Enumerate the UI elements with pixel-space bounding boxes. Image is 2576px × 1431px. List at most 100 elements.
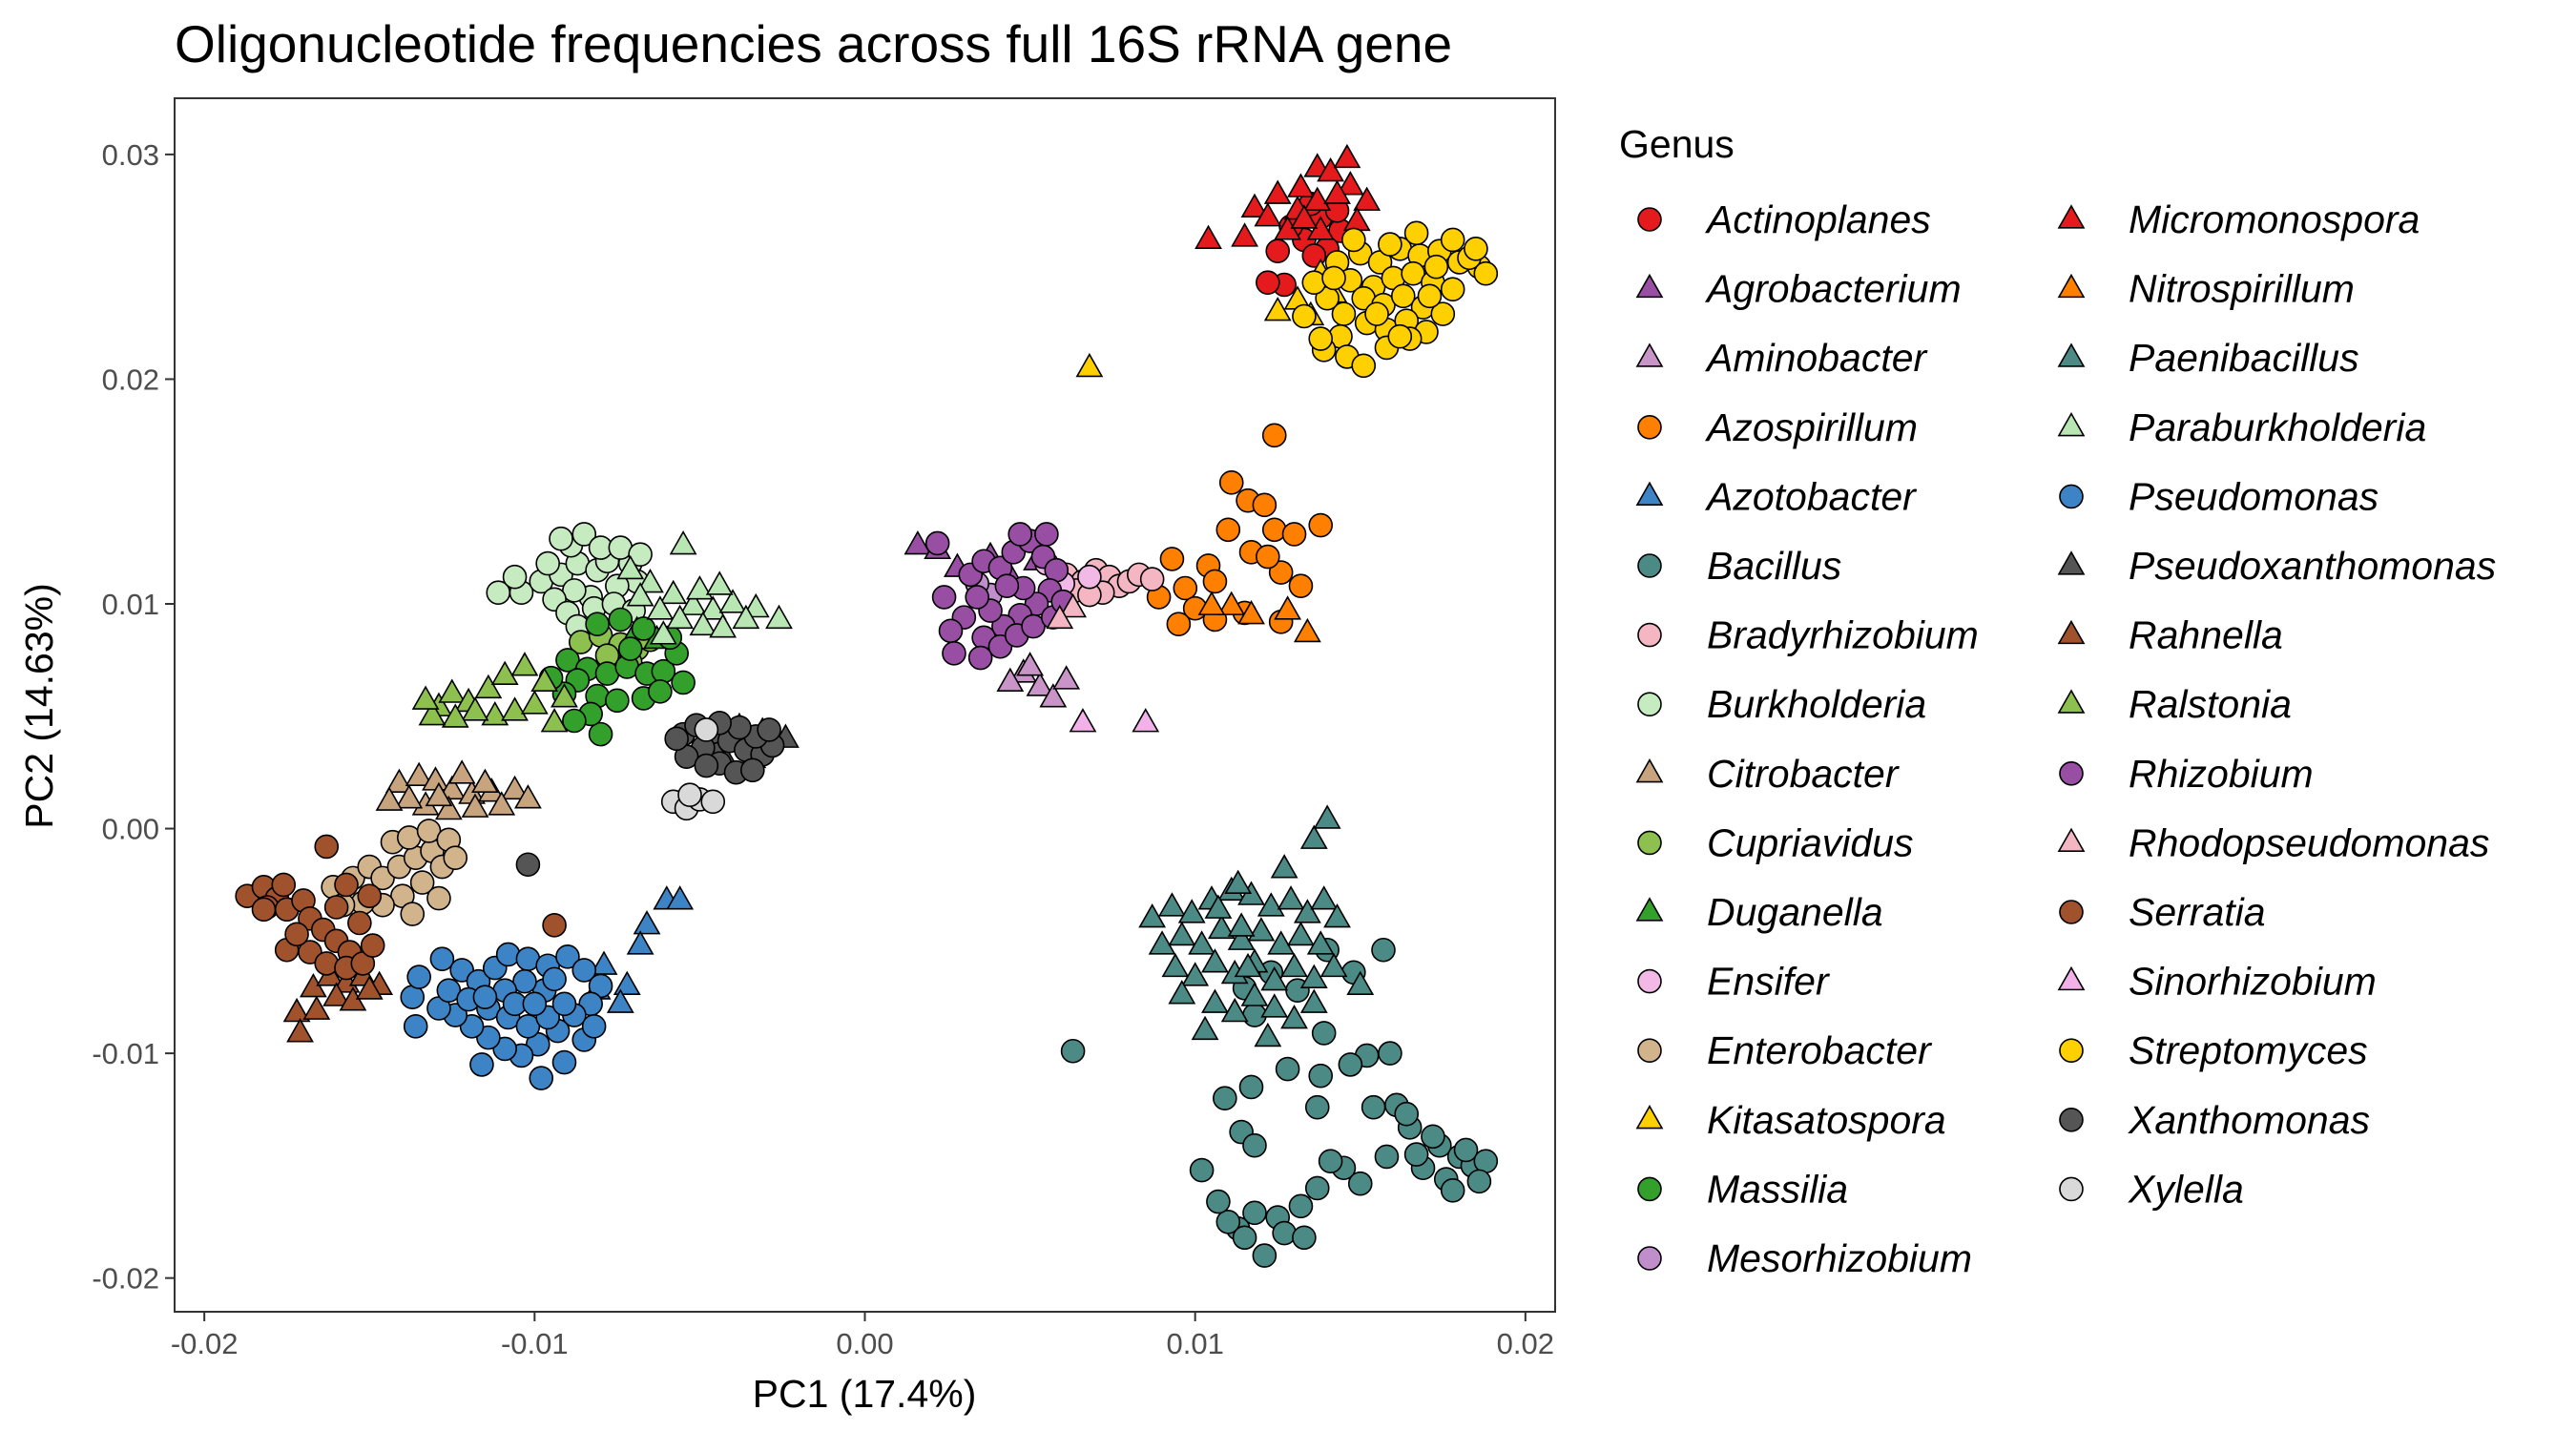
data-point xyxy=(549,526,573,551)
data-point xyxy=(441,703,469,728)
data-point xyxy=(502,564,528,590)
data-point xyxy=(426,885,451,911)
data-point xyxy=(757,717,781,742)
legend-label: Nitrospirillum xyxy=(2129,267,2355,311)
data-point xyxy=(588,721,613,747)
legend-key-burkholderia xyxy=(1637,692,1662,717)
data-point xyxy=(1466,1169,1492,1194)
legend-item-xanthomonas: Xanthomonas xyxy=(2059,1098,2370,1142)
series-massilia xyxy=(538,607,696,747)
legend-key-ralstonia xyxy=(2057,689,2086,714)
data-point xyxy=(461,793,489,818)
data-point xyxy=(1069,708,1097,733)
legend-key-sinorhizobium xyxy=(2057,965,2086,991)
legend-label: Massilia xyxy=(1707,1167,1848,1211)
legend-key-bradyrhizobium xyxy=(1637,622,1662,648)
data-point xyxy=(429,946,455,971)
data-point xyxy=(1323,179,1351,204)
data-point xyxy=(732,604,760,630)
data-point xyxy=(1191,1015,1219,1041)
data-point xyxy=(1039,683,1068,708)
data-point xyxy=(1231,222,1258,247)
data-point xyxy=(314,951,340,976)
data-point xyxy=(425,781,453,807)
legend-label: Rhizobium xyxy=(2129,752,2314,796)
data-point xyxy=(1287,173,1315,197)
data-point xyxy=(616,554,645,580)
data-point xyxy=(1204,894,1233,919)
data-point xyxy=(1290,204,1319,229)
data-point xyxy=(1308,1063,1334,1089)
data-point xyxy=(1274,595,1302,620)
legend-key-streptomyces xyxy=(2059,1038,2084,1063)
legend-label: Bradyrhizobium xyxy=(1707,613,1979,657)
legend-key-xanthomonas xyxy=(2059,1108,2084,1132)
data-point xyxy=(1177,899,1206,923)
data-point xyxy=(1347,1171,1373,1196)
series-xanthomonas xyxy=(515,711,785,878)
data-point xyxy=(1288,1193,1314,1219)
legend-label: Paenibacillus xyxy=(2129,336,2359,380)
x-tick-label: -0.02 xyxy=(171,1327,239,1360)
legend-key-mesorhizobium xyxy=(1637,1246,1662,1271)
data-point xyxy=(540,708,569,733)
data-point xyxy=(666,604,695,630)
legend-item-massilia: Massilia xyxy=(1637,1167,1848,1211)
data-point xyxy=(1260,993,1289,1018)
legend-key-aminobacter xyxy=(1635,342,1664,367)
data-point xyxy=(1052,665,1081,690)
data-point xyxy=(1268,560,1294,585)
data-point xyxy=(1440,277,1465,302)
legend-item-streptomyces: Streptomyces xyxy=(2059,1028,2368,1072)
legend-label: Xylella xyxy=(2128,1167,2244,1211)
series-paraburkholderia xyxy=(616,529,793,645)
data-point xyxy=(490,660,519,685)
data-point xyxy=(551,1049,577,1075)
data-point xyxy=(1423,254,1449,280)
data-point xyxy=(1318,1149,1343,1173)
data-point xyxy=(1218,469,1244,495)
legend-item-aminobacter: Aminobacter xyxy=(1635,336,1929,380)
data-point xyxy=(1254,202,1282,227)
data-point xyxy=(510,652,539,676)
data-point xyxy=(571,958,597,983)
series-citrobacter xyxy=(375,759,542,820)
data-point xyxy=(585,612,610,637)
data-point xyxy=(649,620,677,645)
series-rhodopseudomonas xyxy=(1046,592,1087,630)
data-point xyxy=(418,700,447,726)
data-point xyxy=(1227,925,1256,950)
data-point xyxy=(636,569,664,593)
data-point xyxy=(1195,224,1222,249)
legend-key-pseudomonas xyxy=(2059,484,2084,509)
data-point xyxy=(1387,323,1413,349)
legend-label: Paraburkholderia xyxy=(2129,405,2426,449)
data-point xyxy=(1473,1149,1499,1173)
data-point xyxy=(1292,303,1317,329)
data-point xyxy=(718,589,747,613)
series-streptomyces xyxy=(1292,220,1499,379)
data-point xyxy=(1401,260,1425,286)
legend-item-agrobacterium: Agrobacterium xyxy=(1635,267,1962,311)
data-point xyxy=(1168,921,1196,946)
data-point xyxy=(1313,804,1341,829)
data-point xyxy=(562,708,587,734)
data-point xyxy=(461,696,489,721)
data-point xyxy=(904,529,932,555)
data-point xyxy=(1060,1038,1086,1064)
data-point xyxy=(495,942,521,967)
data-point xyxy=(1311,1021,1337,1046)
data-point xyxy=(1403,220,1429,246)
y-tick-label: -0.01 xyxy=(92,1037,159,1070)
data-point xyxy=(1220,997,1249,1023)
data-point xyxy=(1059,592,1087,618)
data-point xyxy=(1217,591,1246,615)
data-point xyxy=(529,1066,554,1090)
y-tick-label: 0.02 xyxy=(102,363,159,396)
data-point xyxy=(438,775,467,800)
data-point xyxy=(1077,564,1102,590)
data-point xyxy=(1308,512,1334,538)
data-point xyxy=(522,991,548,1017)
data-point xyxy=(967,645,993,671)
